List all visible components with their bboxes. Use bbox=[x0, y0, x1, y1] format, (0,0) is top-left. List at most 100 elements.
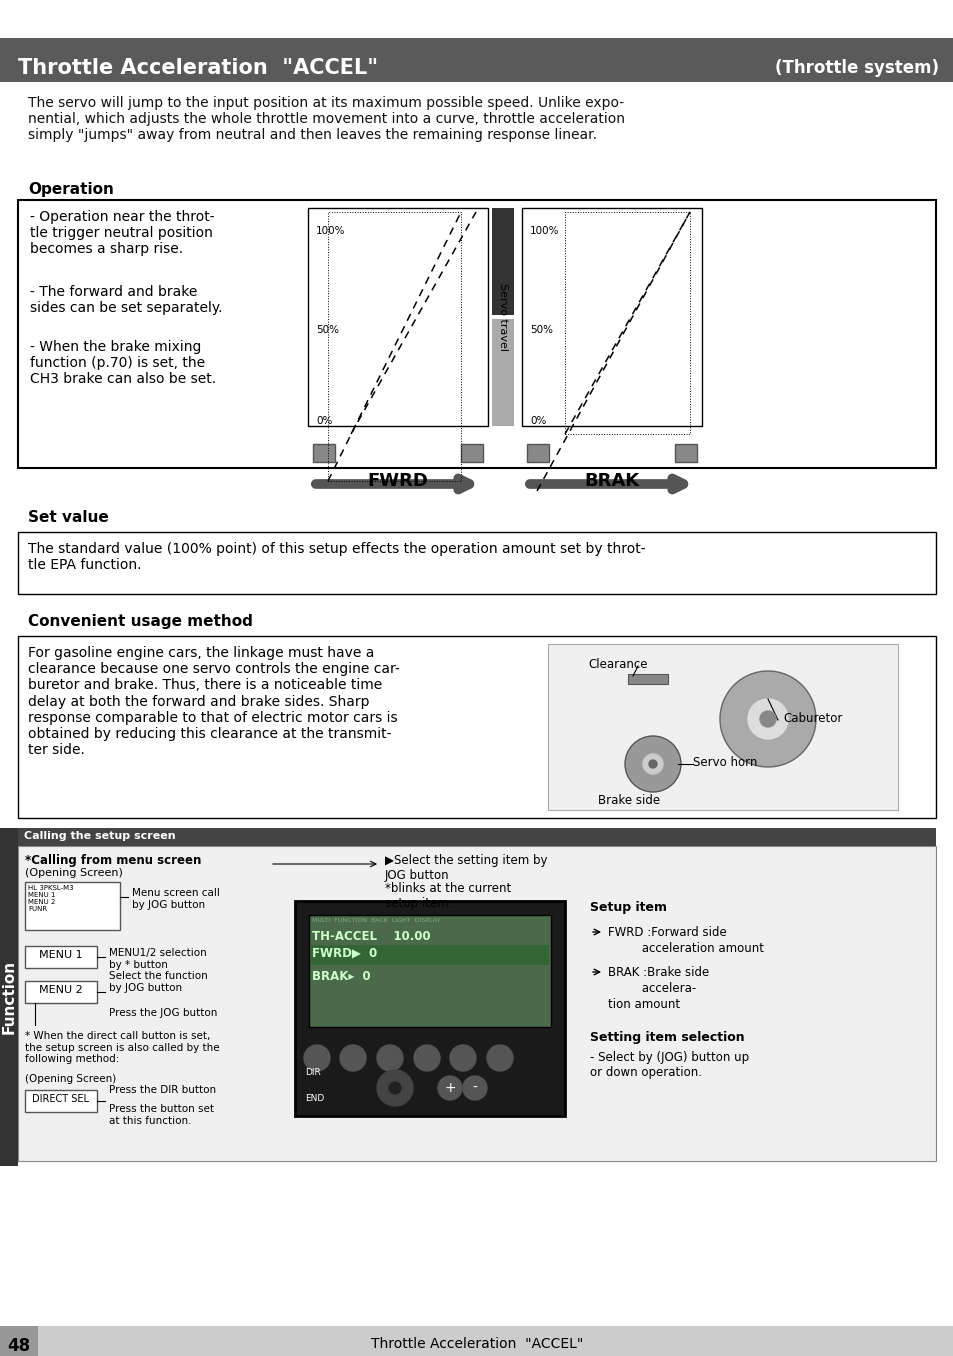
Bar bbox=[460, 443, 482, 462]
Bar bbox=[0, 829, 18, 1166]
Text: The servo will jump to the input position at its maximum possible speed. Unlike : The servo will jump to the input positio… bbox=[28, 96, 624, 142]
Circle shape bbox=[376, 1045, 402, 1071]
Text: accelera-: accelera- bbox=[607, 982, 696, 995]
Text: - The forward and brake
sides can be set separately.: - The forward and brake sides can be set… bbox=[30, 285, 222, 315]
Text: Setup item: Setup item bbox=[589, 900, 666, 914]
Text: Caburetor: Caburetor bbox=[782, 712, 841, 725]
Text: Press the DIR button: Press the DIR button bbox=[109, 1085, 216, 1096]
Bar bbox=[521, 207, 701, 426]
Circle shape bbox=[414, 1045, 439, 1071]
Circle shape bbox=[747, 698, 787, 739]
Text: Clearance: Clearance bbox=[587, 658, 647, 671]
Text: ▶Select the setting item by
JOG button: ▶Select the setting item by JOG button bbox=[385, 854, 547, 881]
Text: (Opening Screen): (Opening Screen) bbox=[25, 1074, 116, 1083]
Text: Press the JOG button: Press the JOG button bbox=[109, 1008, 217, 1018]
Text: For gasoline engine cars, the linkage must have a
clearance because one servo co: For gasoline engine cars, the linkage mu… bbox=[28, 645, 399, 757]
Text: Convenient usage method: Convenient usage method bbox=[28, 614, 253, 629]
Circle shape bbox=[450, 1045, 476, 1071]
Bar bbox=[25, 1090, 97, 1112]
Text: Calling the setup screen: Calling the setup screen bbox=[24, 831, 175, 841]
Text: BRAK :Brake side: BRAK :Brake side bbox=[607, 965, 708, 979]
Text: FWRD: FWRD bbox=[367, 472, 428, 490]
Text: *Calling from menu screen: *Calling from menu screen bbox=[25, 854, 201, 866]
Text: 0%: 0% bbox=[315, 416, 332, 426]
Text: HL 3PKSL-M3
MENU 1
MENU 2
FUNR: HL 3PKSL-M3 MENU 1 MENU 2 FUNR bbox=[28, 885, 73, 913]
Text: The standard value (100% point) of this setup effects the operation amount set b: The standard value (100% point) of this … bbox=[28, 542, 645, 572]
Text: -: - bbox=[472, 1081, 476, 1096]
Bar bbox=[25, 980, 97, 1003]
Bar bbox=[311, 945, 548, 965]
Text: 100%: 100% bbox=[530, 226, 558, 236]
Bar bbox=[492, 319, 514, 426]
Text: 48: 48 bbox=[8, 1337, 30, 1355]
Text: BRAK▸  0: BRAK▸ 0 bbox=[312, 970, 370, 983]
Text: END: END bbox=[305, 1094, 324, 1102]
Text: Press the button set
at this function.: Press the button set at this function. bbox=[109, 1104, 213, 1125]
Circle shape bbox=[376, 1070, 413, 1106]
Bar bbox=[492, 207, 514, 315]
Bar bbox=[627, 674, 667, 683]
Text: tion amount: tion amount bbox=[607, 998, 679, 1012]
Text: +: + bbox=[444, 1081, 456, 1096]
Text: MENU1/2 selection
by * button: MENU1/2 selection by * button bbox=[109, 948, 207, 970]
Bar bbox=[0, 1326, 953, 1356]
Text: BRAK: BRAK bbox=[584, 472, 639, 490]
Text: acceleration amount: acceleration amount bbox=[607, 942, 763, 955]
Text: Servo horn: Servo horn bbox=[692, 757, 757, 769]
Text: Set value: Set value bbox=[28, 510, 109, 525]
Bar bbox=[18, 199, 935, 468]
Text: Setting item selection: Setting item selection bbox=[589, 1031, 744, 1044]
Bar bbox=[0, 38, 953, 81]
Text: - Select by (JOG) button up
or down operation.: - Select by (JOG) button up or down oper… bbox=[589, 1051, 748, 1079]
Text: DIRECT SEL: DIRECT SEL bbox=[32, 1094, 90, 1104]
Text: * When the direct call button is set,
the setup screen is also called by the
fol: * When the direct call button is set, th… bbox=[25, 1031, 219, 1064]
Text: - Operation near the throt-
tle trigger neutral position
becomes a sharp rise.: - Operation near the throt- tle trigger … bbox=[30, 210, 214, 256]
Bar bbox=[313, 443, 335, 462]
Text: Throttle Acceleration  "ACCEL": Throttle Acceleration "ACCEL" bbox=[18, 58, 377, 79]
Circle shape bbox=[339, 1045, 366, 1071]
Text: DIR: DIR bbox=[305, 1069, 320, 1077]
Bar bbox=[25, 946, 97, 968]
Circle shape bbox=[760, 711, 775, 727]
Text: FWRD▶  0: FWRD▶ 0 bbox=[312, 946, 376, 960]
Bar bbox=[18, 846, 935, 1161]
Circle shape bbox=[304, 1045, 330, 1071]
Text: Servo travel: Servo travel bbox=[497, 283, 507, 351]
Bar bbox=[25, 881, 120, 930]
Bar bbox=[526, 443, 548, 462]
Text: Operation: Operation bbox=[28, 182, 113, 197]
Text: Select the function
by JOG button: Select the function by JOG button bbox=[109, 971, 208, 993]
Bar bbox=[294, 900, 564, 1116]
Circle shape bbox=[389, 1082, 400, 1094]
Text: Function: Function bbox=[2, 960, 16, 1035]
Text: MENU 2: MENU 2 bbox=[39, 984, 83, 995]
Text: 0%: 0% bbox=[530, 416, 546, 426]
Bar bbox=[675, 443, 697, 462]
Bar bbox=[18, 532, 935, 594]
Circle shape bbox=[437, 1077, 461, 1100]
Text: 50%: 50% bbox=[315, 325, 338, 335]
Text: MENU 1: MENU 1 bbox=[39, 951, 83, 960]
Text: FWRD :Forward side: FWRD :Forward side bbox=[607, 926, 726, 938]
Text: TH-ACCEL    10.00: TH-ACCEL 10.00 bbox=[312, 930, 430, 942]
Bar bbox=[309, 915, 551, 1026]
Text: - When the brake mixing
function (p.70) is set, the
CH3 brake can also be set.: - When the brake mixing function (p.70) … bbox=[30, 340, 216, 386]
Bar bbox=[18, 636, 935, 818]
Text: (Throttle system): (Throttle system) bbox=[774, 60, 938, 77]
Text: Throttle Acceleration  "ACCEL": Throttle Acceleration "ACCEL" bbox=[371, 1337, 582, 1351]
Bar bbox=[0, 0, 953, 38]
Bar bbox=[18, 829, 935, 846]
Circle shape bbox=[486, 1045, 513, 1071]
Bar bbox=[0, 1326, 38, 1356]
Text: (Opening Screen): (Opening Screen) bbox=[25, 868, 123, 877]
Circle shape bbox=[720, 671, 815, 767]
Circle shape bbox=[462, 1077, 486, 1100]
Text: 100%: 100% bbox=[315, 226, 345, 236]
Text: *blinks at the current
setup item.: *blinks at the current setup item. bbox=[385, 881, 511, 910]
Circle shape bbox=[642, 754, 662, 774]
Text: Brake side: Brake side bbox=[598, 795, 659, 807]
Text: 50%: 50% bbox=[530, 325, 553, 335]
Bar bbox=[547, 644, 897, 810]
Circle shape bbox=[648, 759, 657, 767]
Circle shape bbox=[624, 736, 680, 792]
